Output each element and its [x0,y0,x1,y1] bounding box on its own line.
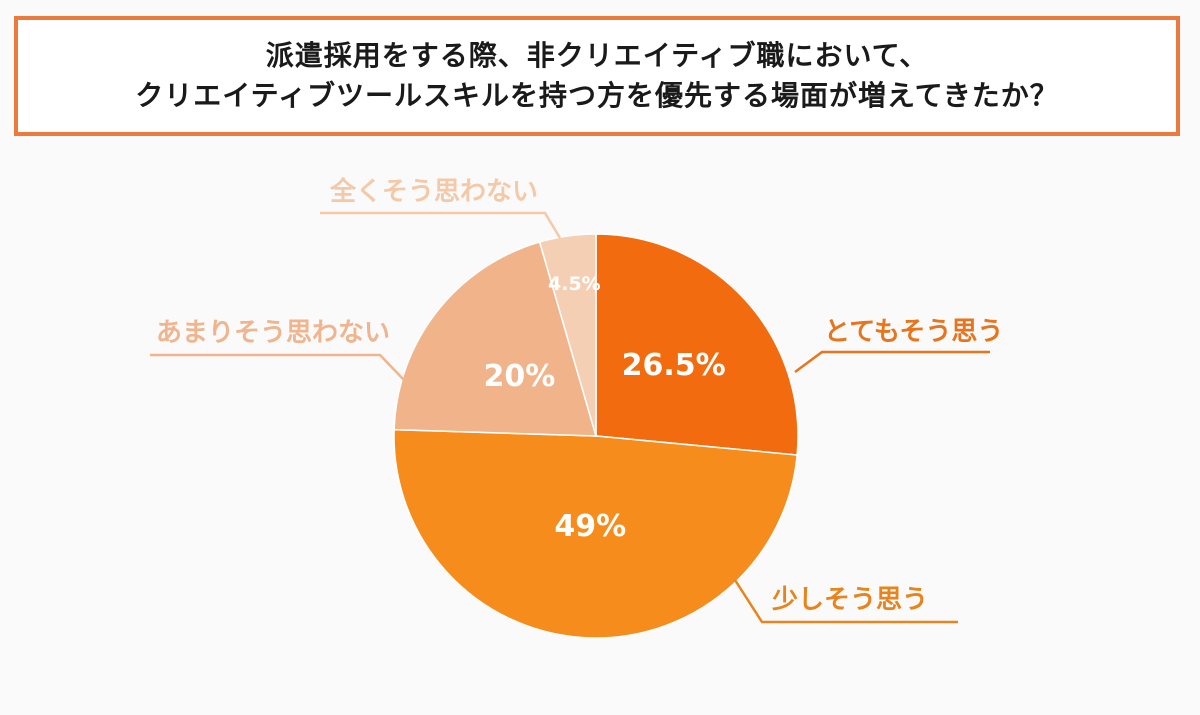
pie-slice [393,241,598,437]
chart-title-line-2: クリエイティブツールスキルを持つ方を優先する場面が増えてきたか？ [135,79,1059,112]
value-label-not-much: 20% [483,359,555,394]
callout-line [733,579,958,624]
value-label-not-at-all: 4.5% [548,273,601,295]
pie-slice [595,233,799,456]
callout-line [794,350,990,374]
chart-title-box: 派遣採用をする際、非クリエイティブ職において、 クリエイティブツールスキルを持つ… [14,16,1180,136]
value-label-somewhat: 49% [554,509,626,544]
value-label-very-much: 26.5% [622,348,726,383]
callout-line [320,211,562,239]
pie-slice [538,233,597,437]
callout-very-much-label: とてもそう思う [824,317,1003,347]
pie-slices [393,233,799,639]
callout-not-much-label: あまりそう思わない [156,318,390,348]
callout-somewhat-label: 少しそう思う [771,585,928,615]
callout-not-at-all-label: 全くそう思わない [329,176,538,207]
pie-slice [393,428,798,639]
chart-title-line-1: 派遣採用をする際、非クリエイティブ職において、 [265,39,929,72]
callout-line [150,353,405,381]
pie-value-labels: 26.5% 49% 20% 4.5% [483,273,725,544]
